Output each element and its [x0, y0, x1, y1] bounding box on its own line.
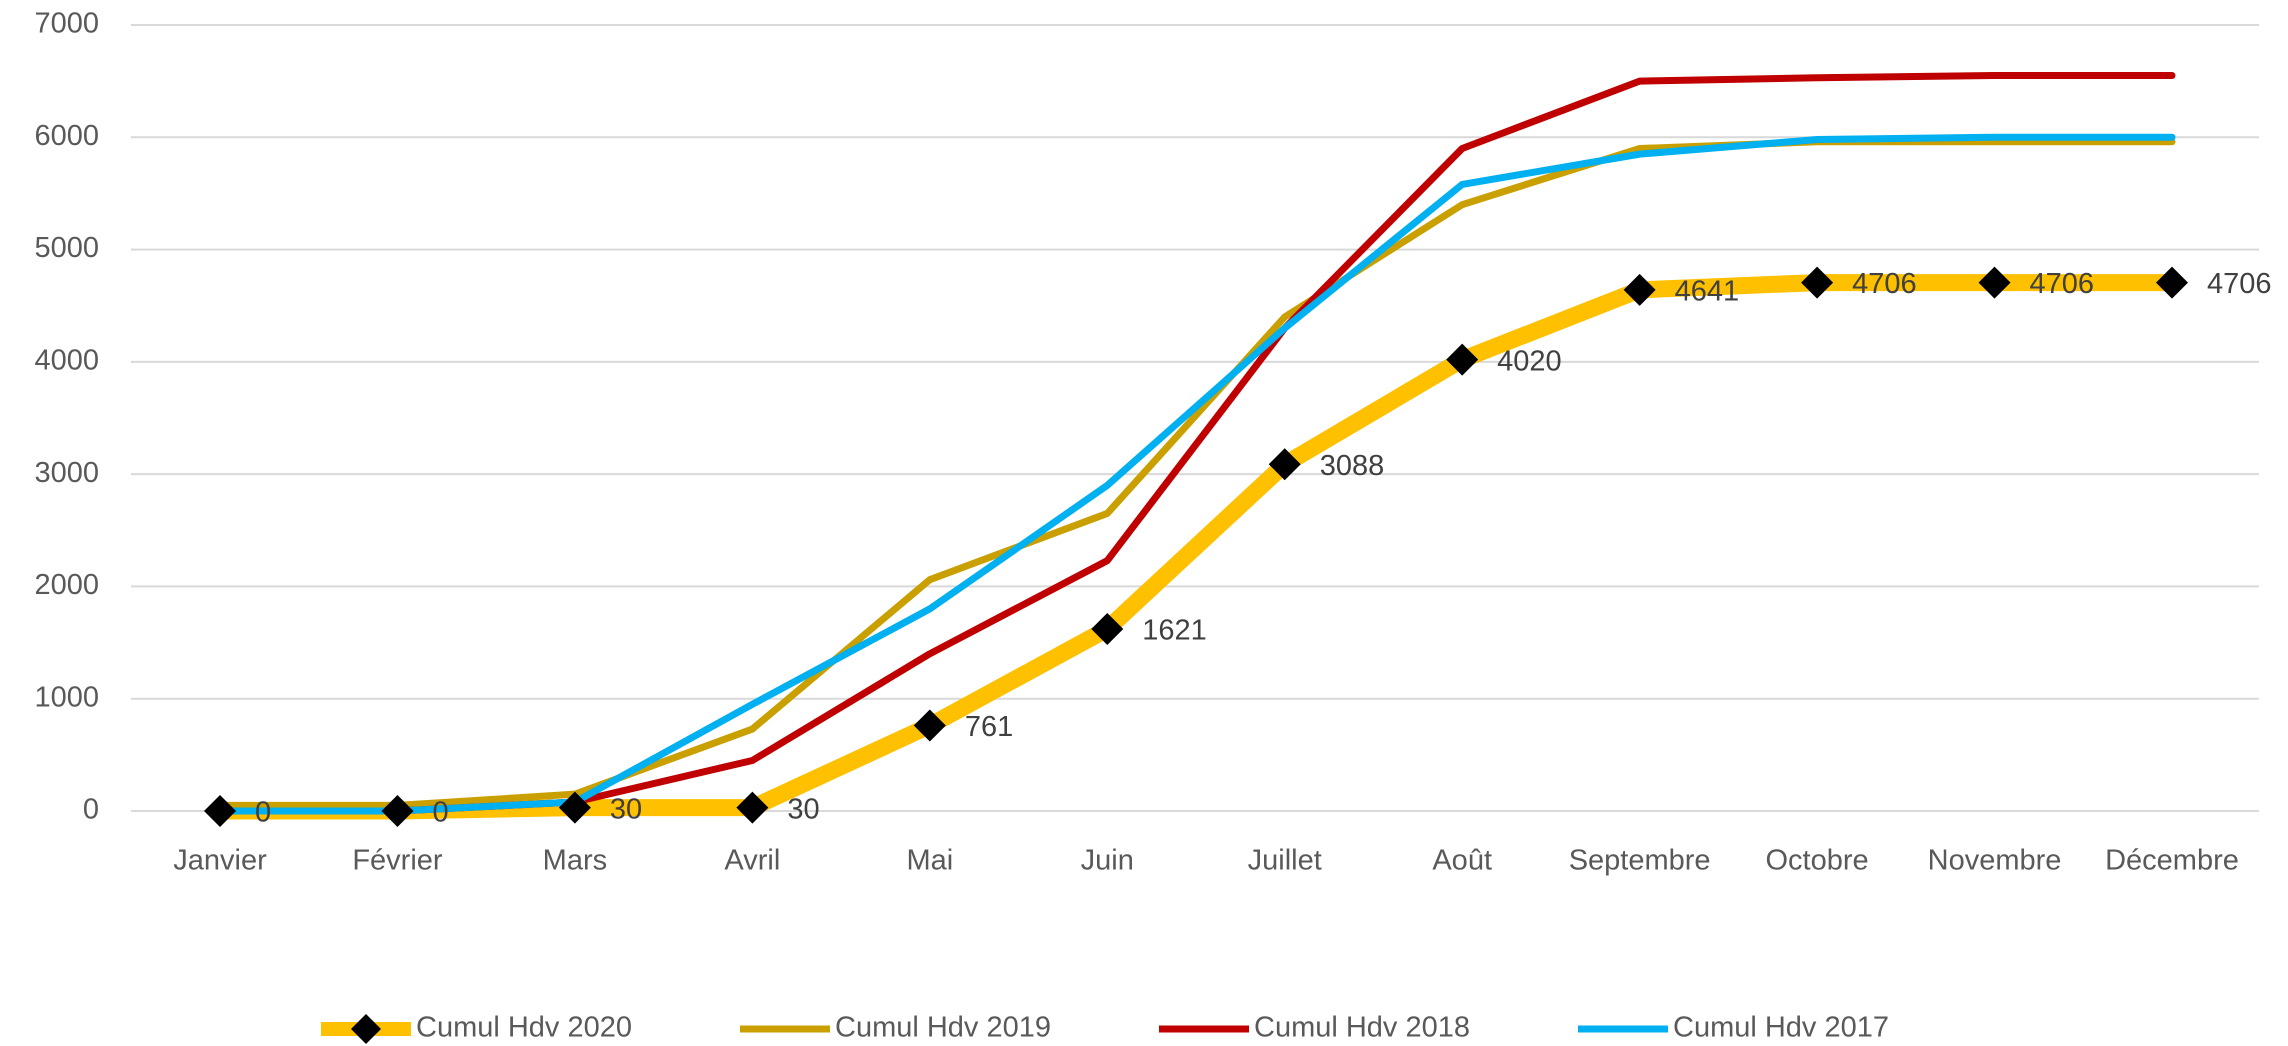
data-label: 0 — [432, 797, 448, 829]
x-tick-label: Octobre — [1766, 845, 1869, 877]
x-tick-label: Janvier — [173, 845, 267, 877]
marker — [1801, 266, 1834, 299]
data-label: 4706 — [2207, 268, 2272, 300]
marker — [1268, 448, 1301, 481]
legend-label: Cumul Hdv 2018 — [1254, 1012, 1470, 1044]
x-tick-label: Novembre — [1928, 845, 2062, 877]
marker — [558, 791, 591, 824]
x-tick-label: Février — [352, 845, 443, 877]
x-tick-label: Avril — [724, 845, 780, 877]
data-label: 1621 — [1142, 615, 1207, 647]
marker — [1091, 612, 1124, 645]
y-tick-label: 1000 — [34, 681, 99, 713]
x-tick-label: Août — [1432, 845, 1492, 877]
data-label: 4020 — [1497, 345, 1562, 377]
y-tick-label: 5000 — [34, 232, 99, 264]
marker — [1446, 343, 1479, 376]
data-label: 30 — [787, 793, 819, 825]
marker — [381, 795, 414, 827]
y-tick-label: 2000 — [34, 569, 99, 601]
marker — [736, 791, 769, 824]
marker — [913, 709, 946, 742]
marker — [2156, 266, 2188, 299]
x-tick-label: Mai — [906, 845, 953, 877]
series-line — [216, 72, 2176, 815]
legend-label: Cumul Hdv 2017 — [1673, 1012, 1889, 1044]
data-label: 3088 — [1320, 450, 1385, 482]
y-tick-label: 7000 — [34, 8, 99, 40]
data-label: 4706 — [1852, 268, 1917, 300]
y-tick-label: 4000 — [34, 345, 99, 377]
series-line — [216, 133, 2176, 815]
data-label: 4706 — [2030, 268, 2095, 300]
marker — [1978, 266, 2011, 299]
data-label: 0 — [255, 797, 271, 829]
x-tick-label: Mars — [543, 845, 607, 877]
y-tick-label: 0 — [83, 794, 99, 826]
legend-marker — [351, 1014, 381, 1044]
legend-label: Cumul Hdv 2020 — [416, 1012, 632, 1044]
x-tick-label: Septembre — [1569, 845, 1711, 877]
legend-label: Cumul Hdv 2019 — [835, 1012, 1051, 1044]
data-label: 761 — [965, 711, 1013, 743]
marker — [1623, 273, 1656, 306]
x-tick-label: Juin — [1081, 845, 1134, 877]
x-tick-label: Décembre — [2105, 845, 2239, 877]
marker — [204, 795, 236, 827]
series-line — [211, 274, 2181, 820]
data-label: 30 — [610, 793, 642, 825]
x-tick-label: Juillet — [1248, 845, 1322, 877]
data-label: 4641 — [1675, 276, 1740, 308]
y-tick-label: 3000 — [34, 457, 99, 489]
y-tick-label: 6000 — [34, 120, 99, 152]
